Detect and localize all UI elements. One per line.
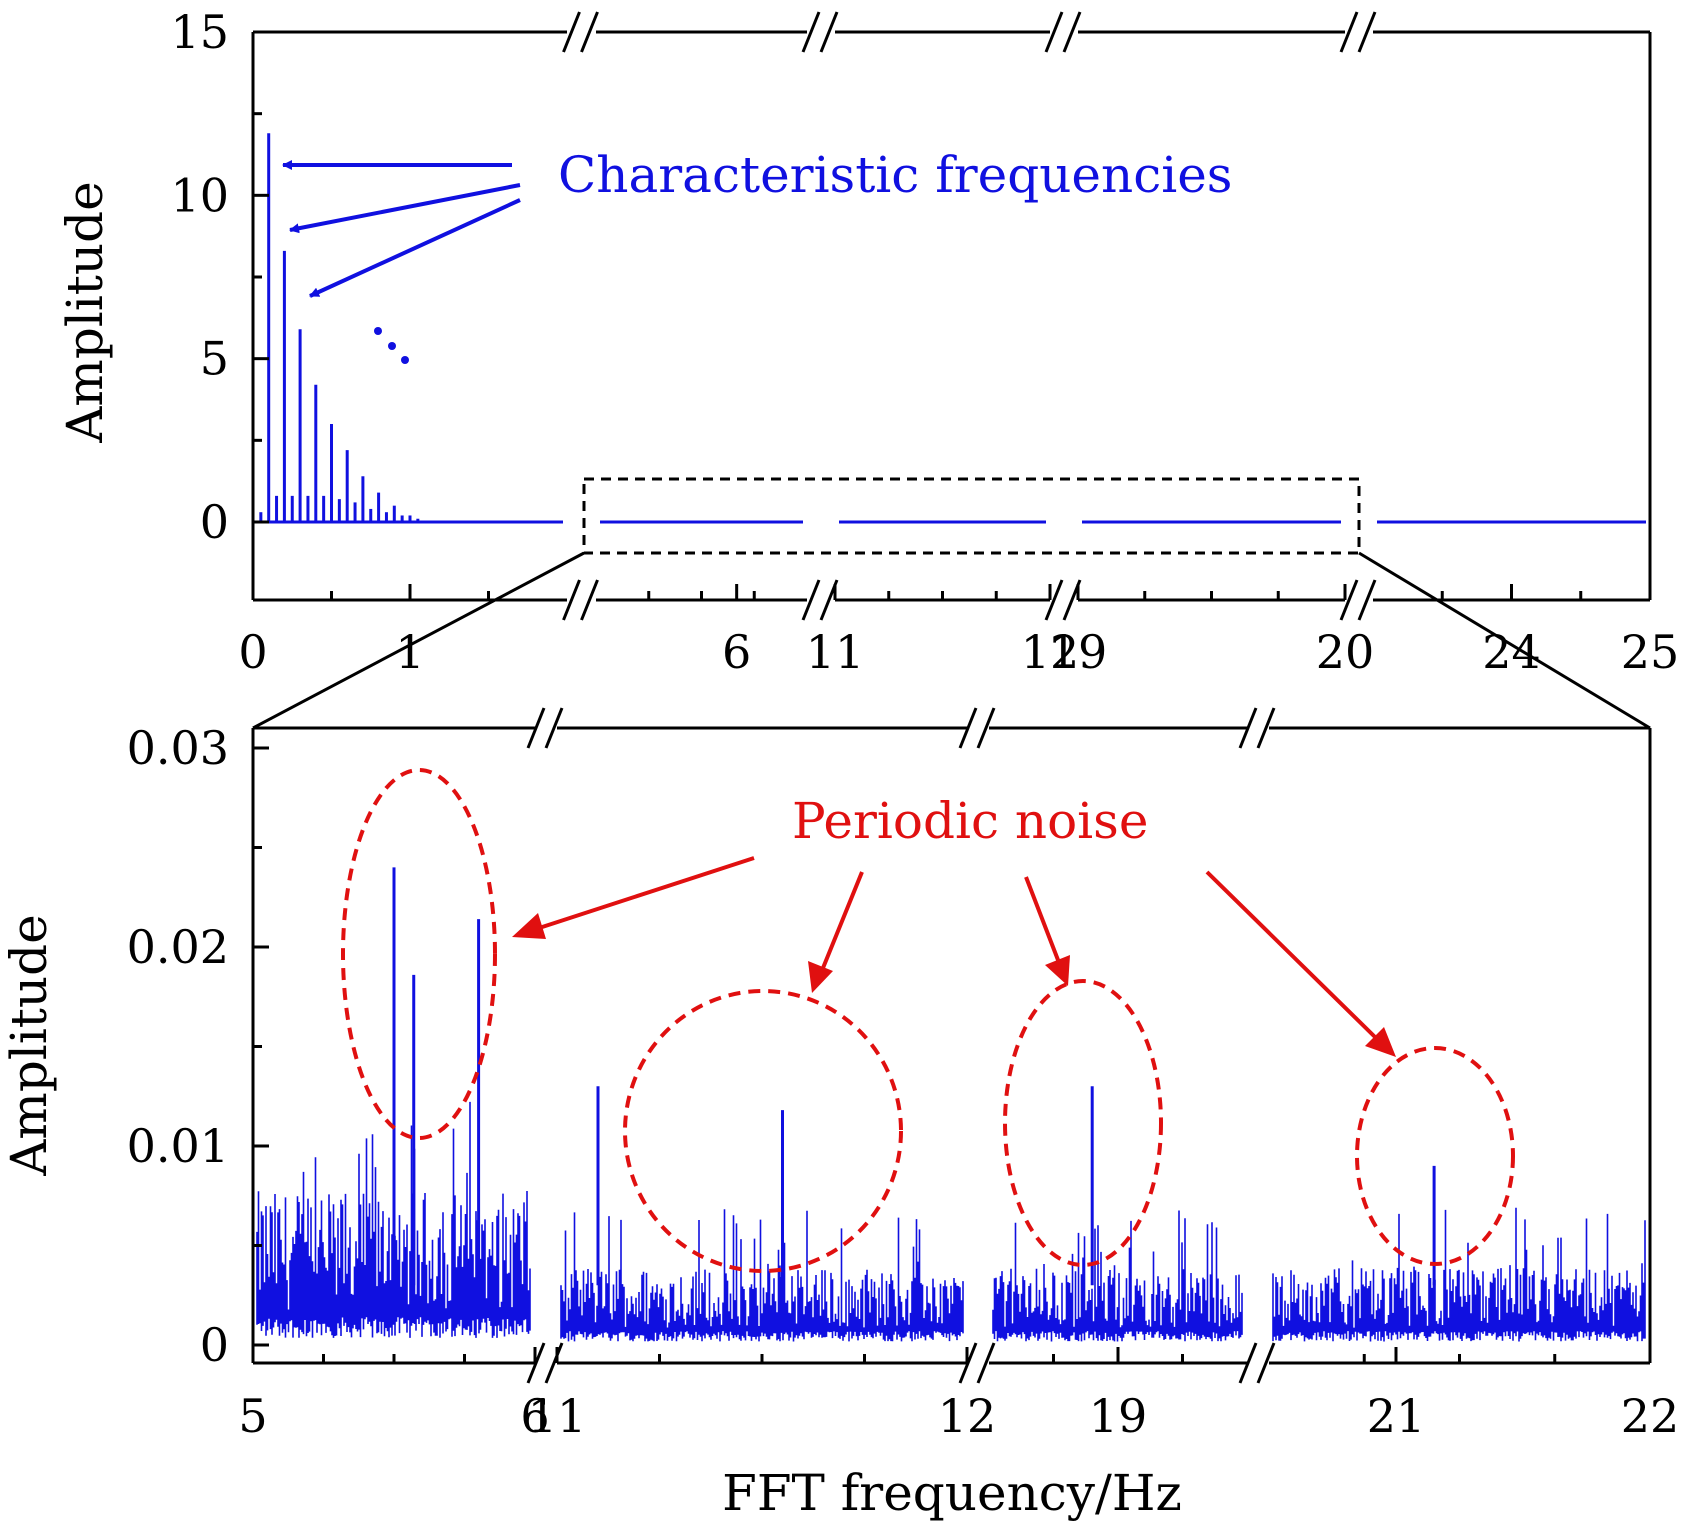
noise-arrow-3: [1024, 876, 1060, 961]
top-axis-break-top-2-stroke-b: [819, 11, 839, 53]
zoom-region-box: [582, 477, 1361, 555]
periodic-noise-arrows: [512, 856, 1396, 1057]
top-xtick-label-2: 6: [722, 625, 751, 679]
bottom-ytick-label-1: 0.02: [127, 920, 229, 974]
bottom-y-ticks: 0.03 0.02 0.01 0: [127, 721, 269, 1372]
top-axis-break-top-4-stroke-a: [1339, 11, 1359, 53]
bottom-axis-break-top-3-stroke-b: [1256, 707, 1276, 749]
top-axis-break-bottom-4: [1339, 579, 1377, 621]
top-axis-break-top-2-stroke-a: [801, 11, 821, 53]
noise-arrow-4: [1205, 870, 1377, 1039]
bottom-axis-break-top-2: [958, 707, 996, 749]
top-ytick-label-2: 5: [200, 332, 229, 386]
bottom-xtick-label-2: 11: [528, 1389, 587, 1443]
bottom-axis-break-top-3-stroke-a: [1238, 707, 1258, 749]
bottom-ytick-label-2: 0.01: [127, 1119, 229, 1173]
top-axis-break-top-3: [1044, 11, 1082, 53]
top-xtick-label-5: 19: [1049, 625, 1108, 679]
noise-ellipse-1: [341, 768, 497, 1140]
noise-ellipse-3: [1003, 979, 1163, 1267]
noise-floor-segment-1: [560, 1209, 964, 1342]
zoom-connector-left: [252, 551, 585, 730]
bottom-y-axis-title: Amplitude: [0, 914, 58, 1176]
top-y-ticks: 15 10 5 0: [170, 5, 269, 549]
noise-floor-segment-0: [256, 1101, 531, 1338]
bottom-xtick-label-3: 12: [938, 1389, 997, 1443]
bottom-axis-break-bottom-3-stroke-a: [1238, 1342, 1258, 1384]
top-axis-break-bottom-1: [562, 579, 599, 621]
bottom-xtick-label-5: 21: [1367, 1389, 1426, 1443]
top-axis-break-bottom-4-stroke-a: [1339, 579, 1359, 621]
top-xtick-label-4: 12: [1021, 625, 1080, 679]
noise-arrow-2: [821, 871, 864, 969]
top-xtick-label-1: 1: [395, 625, 424, 679]
top-axis-break-top-3-stroke-b: [1062, 11, 1082, 53]
top-axis-break-bottom-3-stroke-a: [1044, 579, 1064, 621]
bottom-x-axis-title: FFT frequency/Hz: [722, 1464, 1182, 1522]
top-xtick-label-3: 11: [806, 625, 865, 679]
characteristic-frequencies-annotation: Characteristic frequencies: [558, 146, 1232, 204]
bottom-ytick-label-3: 0: [200, 1318, 229, 1372]
bottom-axis-break-bottom-2-stroke-b: [976, 1342, 996, 1384]
bottom-xtick-label-0: 5: [238, 1389, 267, 1443]
top-axis-break-bottom-1-stroke-b: [580, 579, 599, 621]
top-axis-break-bottom-2: [801, 579, 839, 621]
top-axis-break-top-1-stroke-b: [580, 11, 599, 53]
top-xtick-label-8: 25: [1621, 625, 1680, 679]
annotation-arrow-3: [309, 198, 521, 298]
bottom-axis-break-top-2-stroke-a: [958, 707, 978, 749]
bottom-axis-break-top-1-stroke-b: [544, 707, 564, 749]
periodic-noise-annotation: Periodic noise: [792, 792, 1148, 850]
bottom-xtick-label-4: 19: [1089, 1389, 1148, 1443]
noise-floor-segment-2: [992, 1210, 1243, 1342]
annotation-arrow-2: [289, 183, 521, 234]
bottom-axis-break-top-1-stroke-a: [526, 707, 546, 749]
bottom-spectrum-series: [256, 867, 1646, 1342]
top-frame-segments: [253, 11, 1650, 621]
bottom-xtick-label-1: 6: [520, 1389, 549, 1443]
bottom-axis-break-top-2-stroke-b: [976, 707, 996, 749]
noise-arrow-1: [532, 856, 755, 932]
bottom-axis-break-bottom-3-stroke-b: [1256, 1342, 1276, 1384]
top-ytick-label-3: 0: [200, 495, 229, 549]
bottom-axis-break-top-1: [526, 707, 564, 749]
bottom-axis-break-bottom-3: [1238, 1342, 1276, 1384]
bottom-xtick-label-6: 22: [1621, 1389, 1680, 1443]
top-axis-break-top-2: [801, 11, 839, 53]
top-axis-break-top-1-stroke-a: [562, 11, 581, 53]
top-xtick-label-6: 20: [1316, 625, 1375, 679]
top-axis-break-bottom-4-stroke-b: [1357, 579, 1377, 621]
top-axis-break-bottom-1-stroke-a: [562, 579, 581, 621]
periodic-noise-ellipses: [341, 768, 1515, 1273]
bottom-axis-break-top-3: [1238, 707, 1276, 749]
noise-floor-segment-3: [1272, 1207, 1646, 1342]
continuation-dots: [374, 327, 409, 364]
top-axis-break-top-4-stroke-b: [1357, 11, 1377, 53]
top-y-axis-title: Amplitude: [56, 181, 114, 443]
top-axis-break-top-3-stroke-a: [1044, 11, 1064, 53]
top-xtick-label-0: 0: [238, 625, 267, 679]
zoom-connector-right: [1358, 551, 1651, 730]
noise-ellipse-4: [1355, 1046, 1515, 1266]
top-ytick-label-1: 10: [170, 168, 229, 222]
bottom-axis-break-bottom-1-stroke-b: [544, 1342, 564, 1384]
bottom-ytick-label-0: 0.03: [127, 721, 229, 775]
top-axis-break-bottom-2-stroke-a: [801, 579, 821, 621]
top-spectrum-series: [257, 133, 1646, 524]
top-axis-break-top-1: [562, 11, 599, 53]
bottom-x-ticks: 5 611 12 19 21 22: [238, 1347, 1679, 1443]
bottom-chart-panel: 0.03 0.02 0.01 0 5 611 12 19 21 22 Amplitude FFT…: [0, 707, 1679, 1522]
noise-ellipse-2: [623, 989, 903, 1273]
top-axis-break-top-4: [1339, 11, 1377, 53]
top-ytick-label-0: 15: [170, 5, 229, 59]
